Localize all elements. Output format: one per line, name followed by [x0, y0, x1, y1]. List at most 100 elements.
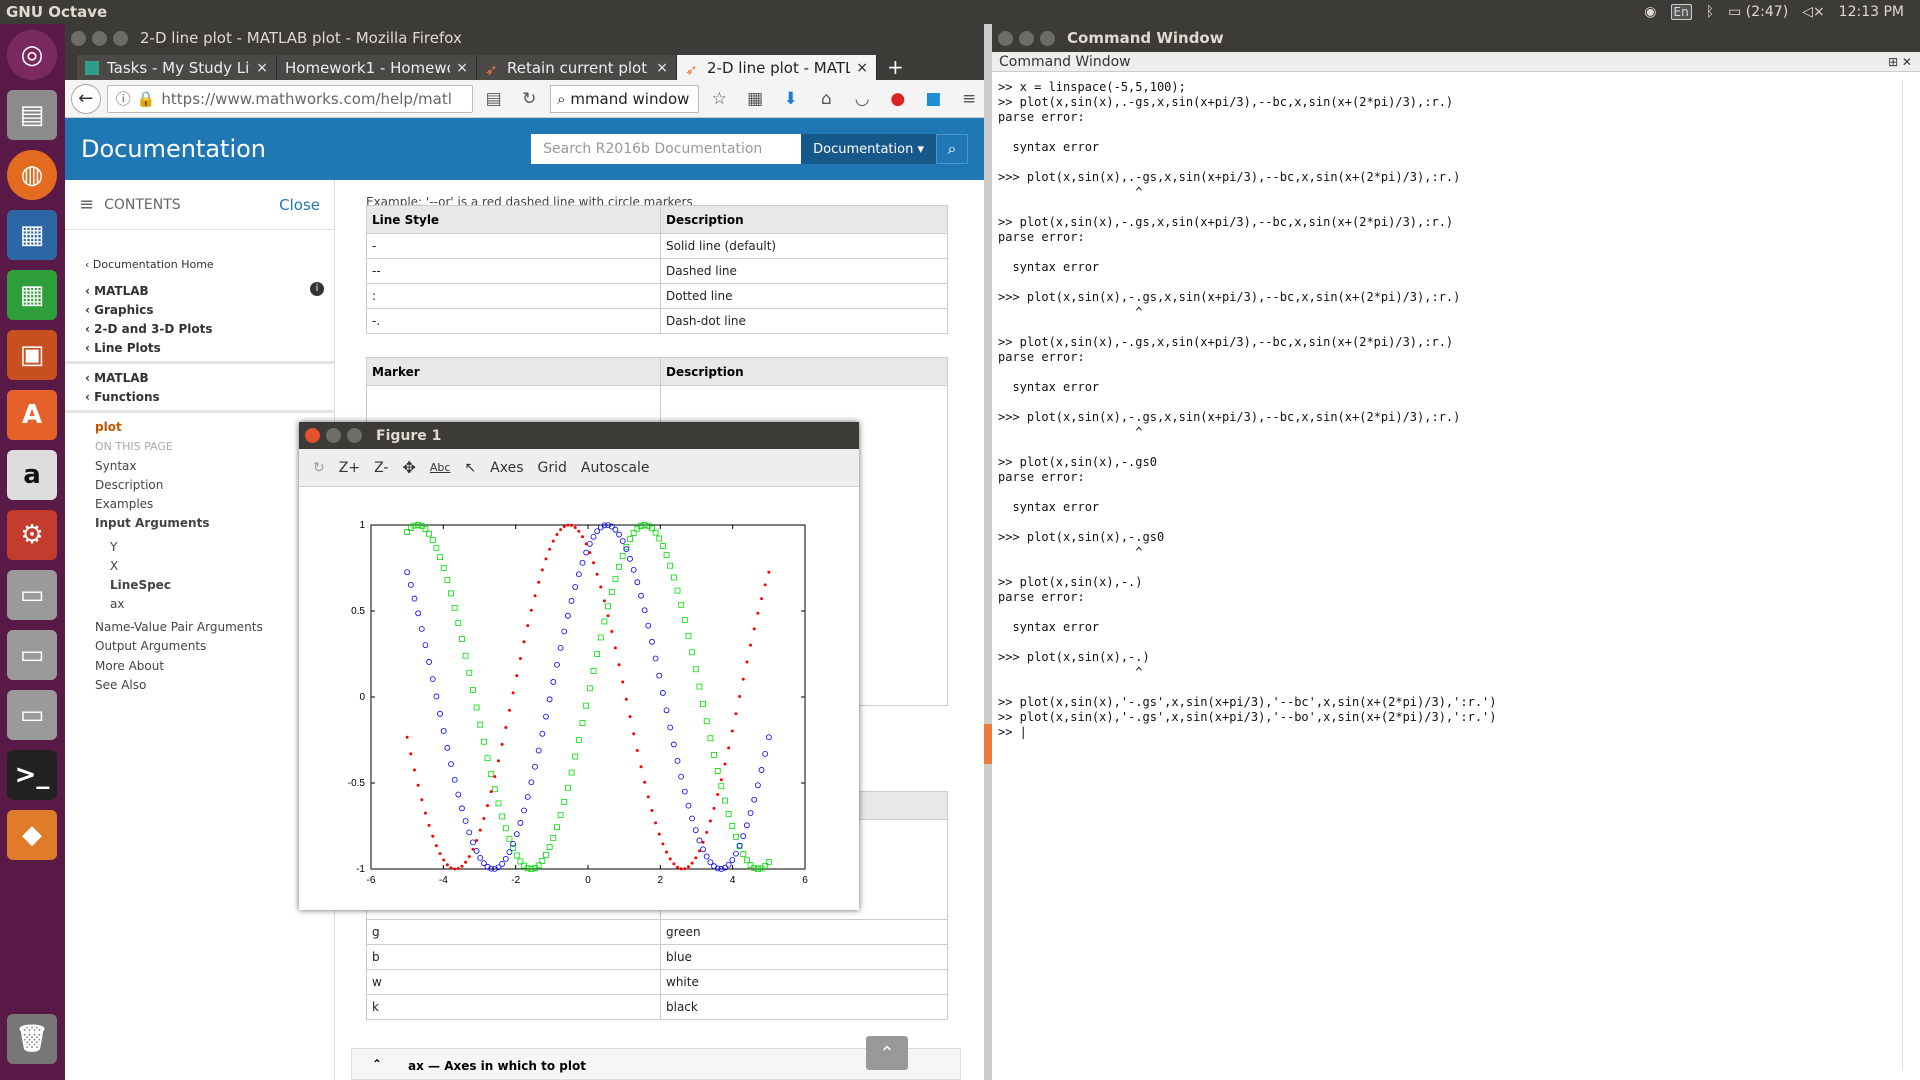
- minimize-window-button[interactable]: [92, 30, 107, 46]
- maximize-figure-button[interactable]: [347, 428, 362, 443]
- close-window-button[interactable]: [998, 30, 1013, 46]
- pan-icon[interactable]: ✥: [402, 458, 416, 477]
- calc-icon[interactable]: ▦: [7, 270, 57, 320]
- data-point-sin-shift2: [672, 862, 676, 866]
- plot-canvas[interactable]: -6 -4 -2 0 2 4 6 -1 -0.5 0 0.5 1: [299, 487, 859, 910]
- toc-linespec[interactable]: LineSpec: [110, 578, 171, 592]
- skype-icon[interactable]: ■: [925, 88, 942, 109]
- clock[interactable]: 12:13 PM: [1838, 4, 1904, 20]
- tab-retain-plot[interactable]: ➶ Retain current plot ... ×: [477, 55, 677, 80]
- page-title-plot[interactable]: plot: [95, 420, 122, 434]
- toc-output-arguments[interactable]: Output Arguments: [95, 639, 207, 653]
- battery-indicator[interactable]: ▭ (2:47): [1728, 4, 1788, 20]
- axes-button[interactable]: Axes: [490, 459, 524, 476]
- drive-icon[interactable]: ▭: [7, 570, 57, 620]
- firefox-icon[interactable]: ◍: [7, 150, 57, 200]
- pocket-icon[interactable]: ◡: [854, 88, 870, 109]
- ax-argument-section[interactable]: ⌃ ax — Axes in which to plot: [351, 1048, 961, 1080]
- terminal-icon[interactable]: >_: [7, 750, 57, 800]
- toc-x[interactable]: X: [110, 559, 119, 573]
- drive-icon[interactable]: ▭: [7, 630, 57, 680]
- maximize-window-button[interactable]: [1040, 30, 1055, 46]
- bookmark-star-icon[interactable]: ☆: [711, 88, 728, 109]
- undock-icon[interactable]: ⊞ ✕: [1888, 54, 1912, 69]
- bookmarks-icon[interactable]: ▦: [747, 88, 764, 109]
- command-output[interactable]: >> x = linspace(-5,5,100); >> plot(x,sin(…: [998, 80, 1497, 740]
- maximize-window-button[interactable]: [113, 30, 128, 46]
- toc-see-also[interactable]: See Also: [95, 678, 147, 692]
- reload-icon[interactable]: ↻: [522, 88, 537, 109]
- rotate-icon[interactable]: ↻: [313, 459, 325, 476]
- reader-view-icon[interactable]: ▤: [485, 88, 502, 109]
- breadcrumb-line-plots[interactable]: ‹ Line Plots: [85, 341, 161, 355]
- url-bar[interactable]: ⓘ 🔒 https://www.mathworks.com/help/matl: [106, 84, 473, 113]
- breadcrumb-functions[interactable]: ‹ Functions: [85, 390, 160, 404]
- doc-title[interactable]: Documentation: [81, 135, 267, 163]
- doc-scope-dropdown[interactable]: Documentation ▾: [801, 134, 936, 164]
- data-point-sin-shift2: [635, 749, 639, 753]
- minimize-figure-button[interactable]: [326, 428, 341, 443]
- data-point-sin-shift2: [749, 643, 753, 647]
- doc-search-button[interactable]: ⌕: [936, 134, 968, 164]
- back-button[interactable]: ←: [71, 83, 101, 114]
- close-contents-link[interactable]: Close: [279, 195, 320, 214]
- ubuntu-dash-icon[interactable]: ◎: [7, 30, 57, 80]
- close-tab-icon[interactable]: ×: [656, 59, 668, 76]
- close-figure-button[interactable]: [305, 428, 320, 443]
- toc-description[interactable]: Description: [95, 478, 164, 492]
- toc-input-arguments[interactable]: Input Arguments: [95, 516, 210, 530]
- toc-syntax[interactable]: Syntax: [95, 459, 137, 473]
- menu-icon[interactable]: ≡: [962, 88, 977, 109]
- breadcrumb-2d-3d-plots[interactable]: ‹ 2-D and 3-D Plots: [85, 322, 213, 336]
- zoom-out-button[interactable]: Z-: [374, 459, 389, 476]
- info-icon[interactable]: ⓘ: [115, 90, 131, 108]
- keyboard-layout[interactable]: En: [1670, 4, 1692, 20]
- toc-more-about[interactable]: More About: [95, 659, 165, 673]
- breadcrumb-matlab-2[interactable]: ‹ MATLAB: [85, 371, 149, 385]
- adblock-icon[interactable]: ●: [890, 88, 906, 109]
- hamburger-icon[interactable]: ≡: [79, 194, 95, 215]
- pointer-icon[interactable]: ↖: [464, 459, 477, 476]
- grid-button[interactable]: Grid: [537, 459, 567, 476]
- new-tab-button[interactable]: +: [887, 55, 904, 79]
- scroll-to-top-button[interactable]: ⌃: [866, 1036, 908, 1070]
- toc-name-value[interactable]: Name-Value Pair Arguments: [95, 620, 263, 634]
- data-point-sin-shift: [685, 802, 692, 809]
- octave-icon[interactable]: ◆: [7, 810, 57, 860]
- toc-ax[interactable]: ax: [110, 597, 125, 611]
- software-center-icon[interactable]: A: [7, 390, 57, 440]
- impress-icon[interactable]: ▣: [7, 330, 57, 380]
- breadcrumb-matlab[interactable]: ‹ MATLAB: [85, 284, 149, 298]
- text-insert-icon[interactable]: Abc: [429, 461, 451, 474]
- close-tab-icon[interactable]: ×: [456, 59, 468, 76]
- home-icon[interactable]: ⌂: [821, 88, 832, 109]
- doc-search-input[interactable]: Search R2016b Documentation: [531, 134, 802, 164]
- close-window-button[interactable]: [71, 30, 86, 46]
- tab-tasks[interactable]: Tasks - My Study Life ×: [77, 55, 277, 80]
- volume-icon[interactable]: ◁×: [1802, 4, 1825, 20]
- toc-examples[interactable]: Examples: [95, 497, 154, 511]
- download-icon[interactable]: ⬇: [783, 88, 798, 109]
- trash-icon[interactable]: 🗑: [7, 1014, 57, 1064]
- amazon-icon[interactable]: a: [7, 450, 57, 500]
- info-icon[interactable]: i: [310, 282, 324, 296]
- drive-icon[interactable]: ▭: [7, 690, 57, 740]
- zoom-in-button[interactable]: Z+: [338, 459, 361, 476]
- wifi-icon[interactable]: ◉: [1644, 4, 1657, 20]
- data-point-sin: [491, 786, 498, 793]
- close-tab-icon[interactable]: ×: [256, 59, 268, 76]
- search-input[interactable]: ⌕ mmand window: [550, 84, 699, 113]
- breadcrumb-graphics[interactable]: ‹ Graphics: [85, 303, 154, 317]
- settings-icon[interactable]: ⚙: [7, 510, 57, 560]
- close-tab-icon[interactable]: ×: [856, 59, 868, 76]
- tab-2d-line-plot[interactable]: ➶ 2-D line plot - MATL... ×: [677, 55, 877, 80]
- breadcrumb-doc-home[interactable]: ‹ Documentation Home: [85, 258, 214, 271]
- autoscale-button[interactable]: Autoscale: [580, 459, 650, 476]
- scrollbar[interactable]: [1902, 80, 1914, 1070]
- tab-homework[interactable]: Homework1 - Homewo... ×: [277, 55, 477, 80]
- files-icon[interactable]: ▤: [7, 90, 57, 140]
- writer-icon[interactable]: ▦: [7, 210, 57, 260]
- minimize-window-button[interactable]: [1019, 30, 1034, 46]
- toc-y[interactable]: Y: [110, 540, 118, 554]
- bluetooth-icon[interactable]: ᛒ: [1705, 4, 1715, 20]
